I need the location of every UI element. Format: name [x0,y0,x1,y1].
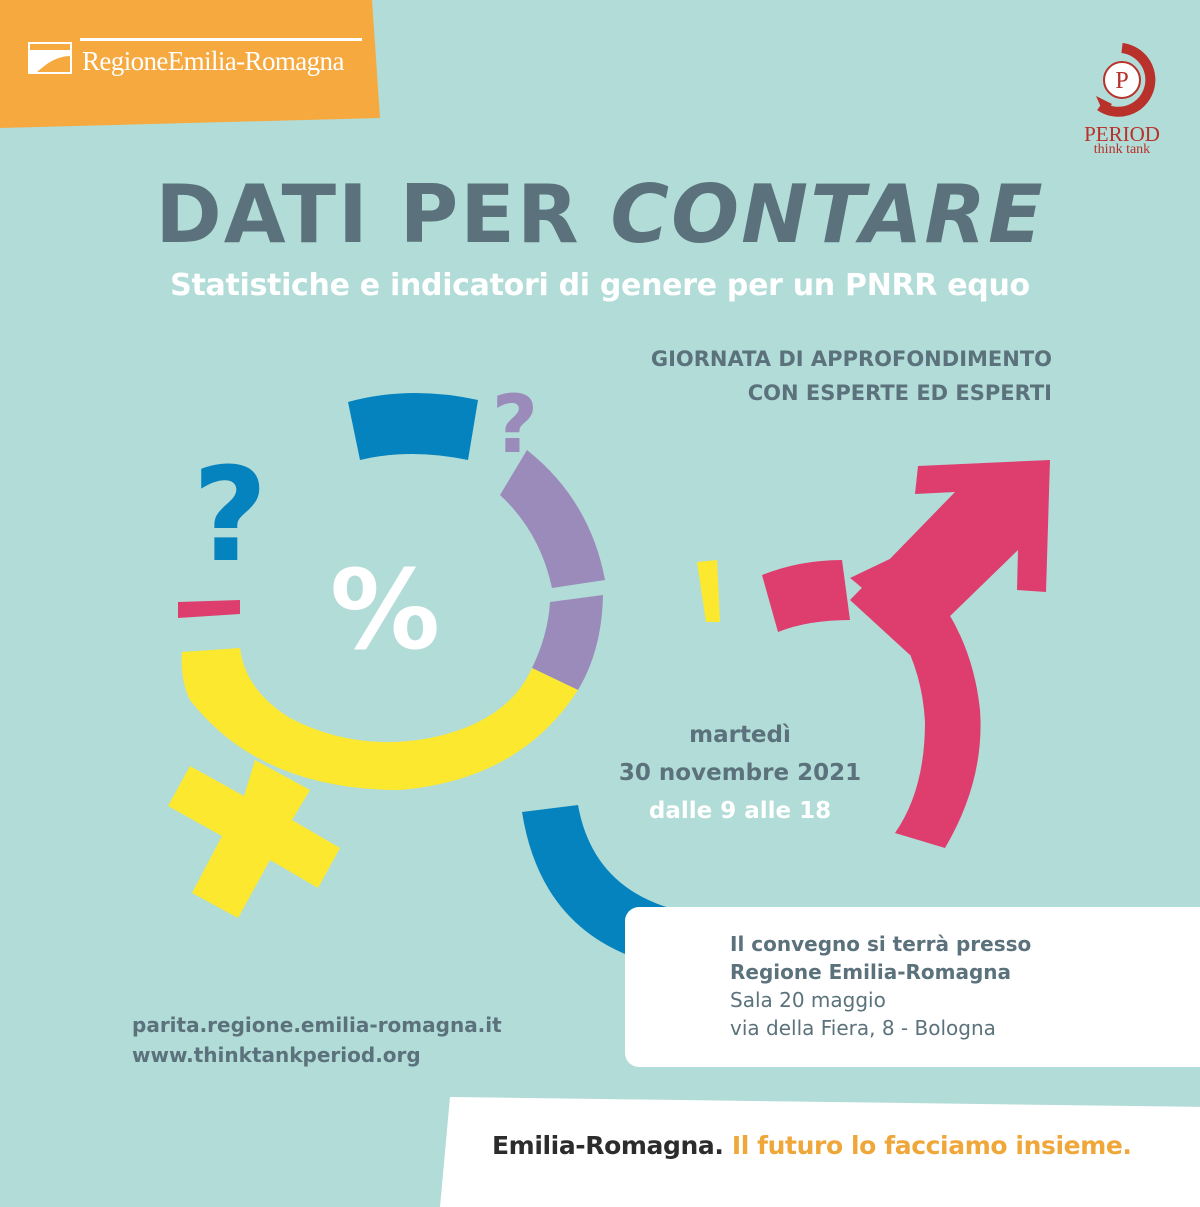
link-period[interactable]: www.thinktankperiod.org [132,1043,421,1067]
ring-segment-yellow [181,648,578,790]
website-links: parita.regione.emilia-romagna.it www.thi… [132,1010,502,1070]
ring-segment-blue [348,392,478,460]
title-part1: DATI PER [155,168,581,261]
male-arrow [850,460,1050,655]
event-type-line1: GIORNATA DI APPROFONDIMENTO [650,347,1052,371]
event-type-line2: CON ESPERTE ED ESPERTI [747,381,1052,405]
venue-line2: Regione Emilia-Romagna [730,960,1012,984]
ring-segment-purple-mid [532,595,603,690]
venue-line3: Sala 20 maggio [730,988,886,1012]
slogan: Emilia-Romagna. Il futuro lo facciamo in… [492,1126,1132,1166]
page-subtitle: Statistiche e indicatori di genere per u… [170,268,1030,303]
event-date-text: 30 novembre 2021 [618,760,862,786]
pink-dash [178,600,240,618]
regione-emilia-romagna-logo[interactable]: RegioneEmilia-Romagna [28,38,362,80]
region-logo-text: RegioneEmilia-Romagna [82,46,344,76]
title-part2: CONTARE [610,168,1045,261]
period-logo-subtitle: think tank [1093,142,1151,157]
flag-icon [28,42,72,74]
period-logo-name: PERIOD [1084,122,1160,146]
yellow-dash [697,560,720,622]
slogan-part2: Il futuro lo facciamo insieme. [731,1131,1132,1160]
event-date: martedì 30 novembre 2021 dalle 9 alle 18 [560,716,920,830]
question-mark-blue: ? [192,439,267,591]
question-mark-purple: ? [492,378,538,471]
link-parita[interactable]: parita.regione.emilia-romagna.it [132,1013,502,1037]
male-ring-pink-top [762,560,850,632]
header-banner [0,0,380,128]
event-type: GIORNATA DI APPROFONDIMENTO CON ESPERTE … [651,342,1052,410]
venue-line1: Il convegno si terrà presso [730,932,1032,956]
period-p-icon: P [1096,43,1156,117]
venue-details: Il convegno si terrà presso Regione Emil… [730,930,1031,1042]
slogan-bar [440,1097,1200,1207]
female-cross [168,760,340,918]
event-time: dalle 9 alle 18 [648,798,832,824]
event-day: martedì [689,722,791,748]
logo-rule [80,38,362,41]
male-ring-pink [850,555,981,848]
ring-segment-purple-top [500,450,605,588]
page-title: DATI PER CONTARE [0,170,1200,260]
venue-card [625,907,1200,1067]
slogan-part1: Emilia-Romagna. [492,1131,724,1160]
venue-line4: via della Fiera, 8 - Bologna [730,1016,996,1040]
period-think-tank-logo[interactable]: P PERIOD think tank [1076,40,1168,160]
period-letter: P [1115,68,1128,94]
percent-sign: % [330,546,440,674]
